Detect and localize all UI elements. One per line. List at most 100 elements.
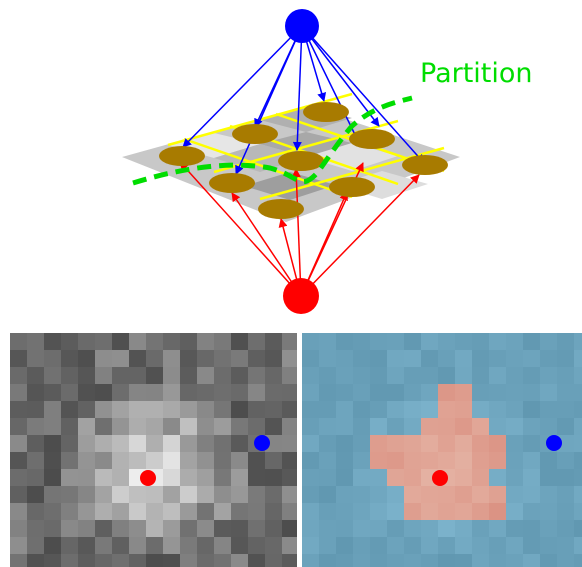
image-pixel (95, 435, 112, 452)
image-pixel (248, 520, 265, 537)
image-pixel (95, 401, 112, 418)
segmented-pixel (489, 384, 506, 401)
segmented-pixel (353, 367, 370, 384)
image-pixel (214, 469, 231, 486)
segmented-pixel (489, 452, 506, 469)
segmented-pixel (523, 418, 540, 435)
image-pixel (44, 384, 61, 401)
image-pixel (129, 333, 146, 350)
image-pixel (27, 435, 44, 452)
segmented-pixel (353, 452, 370, 469)
segmented-pixel (438, 503, 455, 520)
segmented-pixel (387, 537, 404, 554)
segmented-pixel (336, 486, 353, 503)
image-pixel (282, 554, 297, 567)
image-pixel (10, 333, 27, 350)
image-pixel (248, 503, 265, 520)
image-pixel (10, 537, 27, 554)
segmented-pixel (506, 435, 523, 452)
image-pixel (44, 520, 61, 537)
segmented-pixel (574, 452, 582, 469)
image-pixel (129, 367, 146, 384)
segmented-pixel (336, 401, 353, 418)
image-pixel (95, 486, 112, 503)
image-pixel (10, 384, 27, 401)
segmented-pixel (506, 537, 523, 554)
image-pixel (78, 452, 95, 469)
image-pixel (265, 520, 282, 537)
segmented-pixel (455, 503, 472, 520)
segmented-pixel (370, 367, 387, 384)
segmented-pixel (523, 435, 540, 452)
segmented-pixel (506, 452, 523, 469)
image-pixel (95, 469, 112, 486)
segmented-pixel (302, 452, 319, 469)
sink-edges (179, 161, 420, 297)
image-pixel (282, 435, 297, 452)
image-pixel (197, 503, 214, 520)
image-pixel (61, 418, 78, 435)
image-pixel (10, 503, 27, 520)
segmented-pixel (302, 469, 319, 486)
segmented-pixel (438, 401, 455, 418)
image-pixel (265, 503, 282, 520)
segmented-pixel (506, 350, 523, 367)
segmented-pixel (353, 503, 370, 520)
image-pixel (197, 367, 214, 384)
segmented-pixel (574, 469, 582, 486)
image-pixel (180, 503, 197, 520)
segmented-pixel (438, 418, 455, 435)
image-pixel (78, 503, 95, 520)
segmented-pixel (489, 537, 506, 554)
image-pixel (95, 350, 112, 367)
segmented-pixel (574, 350, 582, 367)
segmented-pixel (540, 350, 557, 367)
segmented-pixel (574, 554, 582, 567)
image-pixel (265, 452, 282, 469)
partition-label: Partition (420, 58, 533, 89)
segmented-pixel (404, 520, 421, 537)
image-pixel (282, 333, 297, 350)
segmentation-result-pixels (302, 333, 582, 567)
image-pixel (180, 486, 197, 503)
image-pixel (163, 452, 180, 469)
segmented-pixel (472, 384, 489, 401)
image-pixel (146, 452, 163, 469)
segmented-pixel (472, 520, 489, 537)
segmented-pixel (387, 520, 404, 537)
image-pixel (146, 503, 163, 520)
image-pixel (44, 503, 61, 520)
segmented-pixel (370, 503, 387, 520)
segmented-pixel (319, 333, 336, 350)
image-pixel (282, 520, 297, 537)
image-pixel (112, 384, 129, 401)
source-edges (182, 25, 425, 175)
image-pixel (61, 384, 78, 401)
segmented-pixel (336, 333, 353, 350)
image-pixel (78, 418, 95, 435)
segmented-pixel (523, 486, 540, 503)
image-pixel (10, 554, 27, 567)
segmented-pixel (540, 401, 557, 418)
segmented-pixel (387, 384, 404, 401)
image-pixel (214, 520, 231, 537)
segmented-pixel (455, 384, 472, 401)
segmented-pixel (421, 486, 438, 503)
image-pixel (146, 418, 163, 435)
segmented-pixel (489, 554, 506, 567)
segmented-pixel (574, 367, 582, 384)
image-pixel (95, 418, 112, 435)
image-pixel (44, 554, 61, 567)
segmented-pixel (370, 537, 387, 554)
image-pixel (78, 469, 95, 486)
segmented-pixel (302, 503, 319, 520)
image-pixel (180, 350, 197, 367)
image-pixel (44, 350, 61, 367)
segmented-pixel (387, 486, 404, 503)
segmented-pixel (319, 367, 336, 384)
segmented-pixel (506, 520, 523, 537)
grayscale-image-pixels (10, 333, 297, 567)
segmented-pixel (557, 367, 574, 384)
image-pixel (27, 537, 44, 554)
segmented-pixel (489, 333, 506, 350)
